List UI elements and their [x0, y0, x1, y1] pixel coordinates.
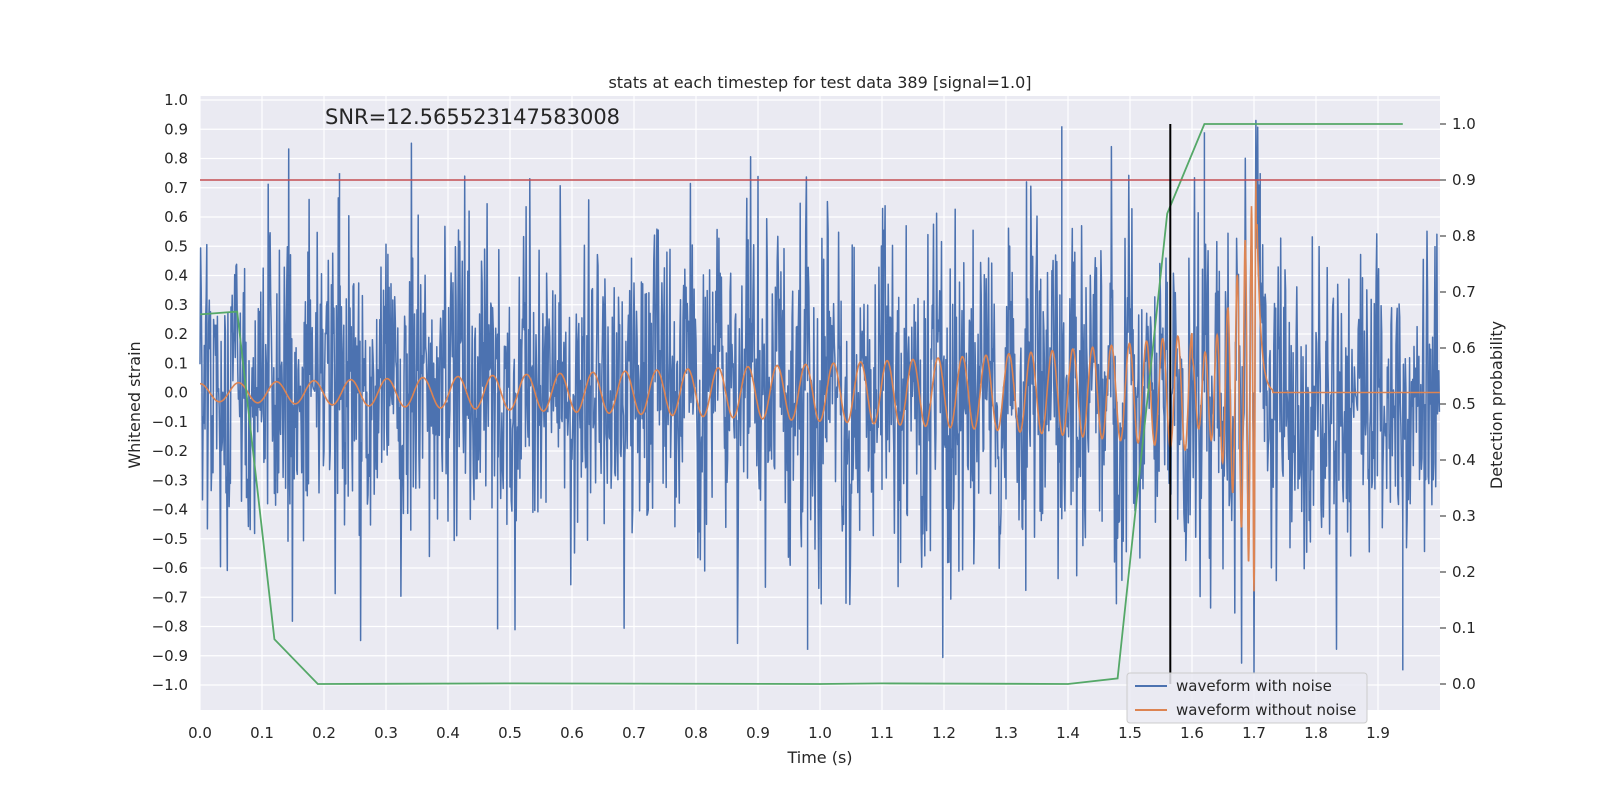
y-tick-label: −0.5 [152, 530, 188, 548]
x-tick-label: 0.0 [188, 724, 212, 742]
line-detection-probability [199, 123, 1403, 685]
y2-tick-label: 0.8 [1452, 227, 1476, 245]
x-tick-label: 0.8 [684, 724, 708, 742]
x-tick-label: 0.7 [622, 724, 646, 742]
x-tick-label: 0.6 [560, 724, 584, 742]
y-tick-label: −1.0 [152, 676, 188, 694]
x-tick-label: 0.5 [498, 724, 522, 742]
y2-tick-label: 0.7 [1452, 283, 1476, 301]
y2-tick-label: 0.2 [1452, 563, 1476, 581]
y-tick-label: 0.9 [164, 120, 188, 138]
x-axis-label: Time (s) [786, 748, 852, 767]
y2-tick-label: 0.5 [1452, 395, 1476, 413]
y-tick-label: 0.5 [164, 237, 188, 255]
y-axis-label: Whitened strain [125, 341, 144, 468]
y-tick-label: −0.4 [152, 501, 188, 519]
y2-tick-labels: 1.0 0.9 0.8 0.7 0.6 0.5 0.4 0.3 0.2 0.1 0.0 [1440, 115, 1476, 693]
x-tick-label: 0.4 [436, 724, 460, 742]
line-waveform-without-noise [200, 180, 1440, 592]
y2-axis-label: Detection probability [1487, 321, 1506, 489]
chart-title: stats at each timestep for test data 389… [608, 73, 1031, 92]
x-tick-label: 0.9 [746, 724, 770, 742]
x-tick-label: 1.0 [808, 724, 832, 742]
legend-box [1126, 672, 1368, 724]
y-tick-label: 0.0 [164, 384, 188, 402]
legend: waveform with noise waveform without noi… [1126, 672, 1368, 724]
y-tick-label: 0.7 [164, 179, 188, 197]
x-tick-label: 1.1 [870, 724, 894, 742]
y-tick-label: 0.4 [164, 267, 188, 285]
y-tick-label: −0.6 [152, 559, 188, 577]
x-tick-label: 1.6 [1180, 724, 1204, 742]
y2-tick-label: 1.0 [1452, 115, 1476, 133]
x-tick-label: 1.8 [1304, 724, 1328, 742]
x-tick-label: 0.1 [250, 724, 274, 742]
y-tick-label: −0.8 [152, 618, 188, 636]
x-tick-label: 1.7 [1242, 724, 1266, 742]
x-tick-labels: 0.0 0.1 0.2 0.3 0.4 0.5 0.6 0.7 0.8 0.9 1.0 1.1 1.2 1… [188, 724, 1390, 742]
y-tick-label: 0.1 [164, 354, 188, 372]
x-tick-label: 0.3 [374, 724, 398, 742]
y-tick-label: 0.6 [164, 208, 188, 226]
x-tick-label: 1.5 [1118, 724, 1142, 742]
snr-annotation: SNR=12.565523147583008 [325, 105, 620, 129]
y2-tick-label: 0.9 [1452, 171, 1476, 189]
y-tick-label: 0.2 [164, 325, 188, 343]
y-tick-label: −0.2 [152, 442, 188, 460]
series-waveform-without-noise [200, 180, 1440, 592]
y-tick-label: −0.9 [152, 647, 188, 665]
y2-tick-label: 0.0 [1452, 675, 1476, 693]
legend-label-noise: waveform with noise [1176, 677, 1332, 695]
y-tick-label: −0.3 [152, 471, 188, 489]
series-detection-probability [199, 123, 1403, 685]
x-tick-label: 1.3 [994, 724, 1018, 742]
x-tick-label: 0.2 [312, 724, 336, 742]
y-tick-label: 0.8 [164, 150, 188, 168]
x-tick-label: 1.9 [1366, 724, 1390, 742]
legend-label-clean: waveform without noise [1176, 701, 1356, 719]
y-tick-label: −0.7 [152, 588, 188, 606]
x-tick-label: 1.2 [932, 724, 956, 742]
y-tick-label: 0.3 [164, 296, 188, 314]
x-tick-label: 1.4 [1056, 724, 1080, 742]
y2-tick-label: 0.1 [1452, 619, 1476, 637]
y-tick-labels: 1.0 0.9 0.8 0.7 0.6 0.5 0.4 0.3 0.2 0.1 0.0 −0.1 −0.… [152, 91, 188, 694]
y-tick-label: 1.0 [164, 91, 188, 109]
y2-tick-label: 0.6 [1452, 339, 1476, 357]
y-tick-label: −0.1 [152, 413, 188, 431]
y2-tick-label: 0.4 [1452, 451, 1476, 469]
y2-tick-label: 0.3 [1452, 507, 1476, 525]
